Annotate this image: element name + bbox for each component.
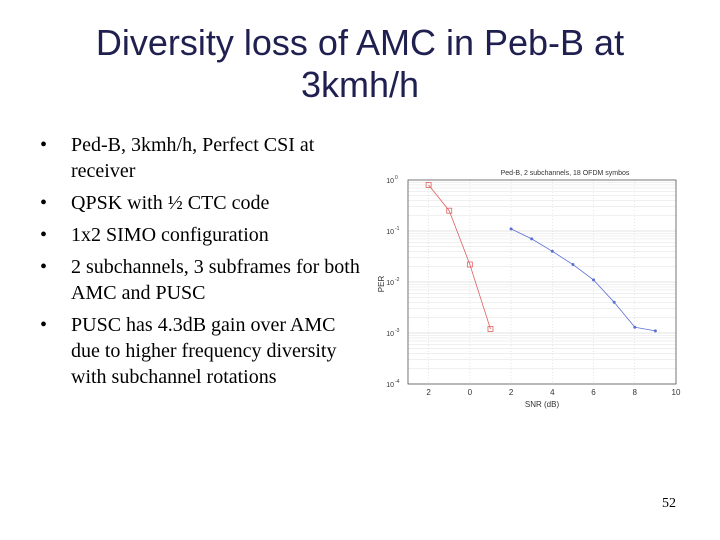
- y-tick-exponent: -3: [395, 328, 400, 334]
- y-tick-exponent: 0: [395, 175, 398, 181]
- bullet-list: • Ped-B, 3kmh/h, Perfect CSI at receiver …: [40, 132, 360, 396]
- x-axis-label: SNR (dB): [525, 400, 560, 409]
- data-point: [571, 263, 575, 267]
- data-point: [550, 249, 554, 253]
- bullet-item: • QPSK with ½ CTC code: [40, 190, 360, 216]
- y-tick-label: 10: [386, 229, 394, 236]
- bullet-dot: •: [40, 192, 48, 214]
- data-point-square: [487, 326, 494, 332]
- bullet-text: QPSK with ½ CTC code: [71, 192, 270, 214]
- bullet-text: 2 subchannels, 3 subframes for both AMC …: [71, 256, 360, 304]
- title-line-1: Diversity loss of AMC in Peb-B at: [95, 22, 625, 63]
- series-line: [510, 228, 656, 332]
- per-chart: Ped-B, 2 subchannels, 18 OFDM symbos PER…: [377, 170, 681, 409]
- bullet-item: • Ped-B, 3kmh/h, Perfect CSI at receiver: [40, 132, 360, 184]
- data-point-square: [446, 207, 453, 214]
- y-tick-exponent: -2: [395, 277, 400, 283]
- data-point: [653, 329, 657, 333]
- bullet-dot: •: [40, 314, 48, 336]
- y-tick-label: 10: [386, 178, 394, 185]
- data-point: [530, 237, 534, 241]
- data-point-square: [466, 261, 473, 268]
- x-tick-label: 2: [509, 388, 514, 397]
- y-tick-exponent: -4: [395, 379, 400, 385]
- bullet-item: • 1x2 SIMO configuration: [40, 222, 360, 248]
- x-tick-label: 0: [468, 388, 473, 397]
- bullet-dot: •: [40, 134, 48, 156]
- page-number: 52: [662, 496, 676, 511]
- data-point: [612, 300, 616, 304]
- slide-title: Diversity loss of AMC in Peb-B at 3kmh/h: [0, 22, 720, 106]
- data-point: [592, 278, 596, 282]
- data-point: [633, 325, 637, 329]
- x-tick-label: 6: [591, 388, 596, 397]
- bullet-item: • PUSC has 4.3dB gain over AMC due to hig…: [40, 312, 360, 390]
- data-point: [509, 227, 513, 231]
- bullet-text: PUSC has 4.3dB gain over AMC due to high…: [71, 314, 337, 388]
- chart-title: Ped-B, 2 subchannels, 18 OFDM symbos: [501, 170, 630, 177]
- y-tick-label: 10: [386, 382, 394, 389]
- bullet-dot: •: [40, 224, 48, 246]
- y-tick-label: 10: [386, 280, 394, 287]
- data-point-square: [425, 182, 432, 188]
- y-axis-label: PER: [377, 276, 386, 293]
- y-tick-exponent: -1: [395, 226, 400, 232]
- x-tick-label: 2: [426, 388, 431, 397]
- bullet-text: Ped-B, 3kmh/h, Perfect CSI at receiver: [71, 134, 315, 182]
- bullet-dot: •: [40, 256, 48, 278]
- bullet-item: • 2 subchannels, 3 subframes for both AMC…: [40, 254, 360, 306]
- x-tick-label: 10: [672, 388, 681, 397]
- title-line-2: 3kmh/h: [300, 64, 420, 105]
- x-tick-label: 8: [633, 388, 638, 397]
- plot-frame: [407, 179, 677, 385]
- bullet-text: 1x2 SIMO configuration: [71, 224, 269, 246]
- x-tick-label: 4: [550, 388, 555, 397]
- y-tick-label: 10: [386, 331, 394, 338]
- series-line: [428, 184, 491, 330]
